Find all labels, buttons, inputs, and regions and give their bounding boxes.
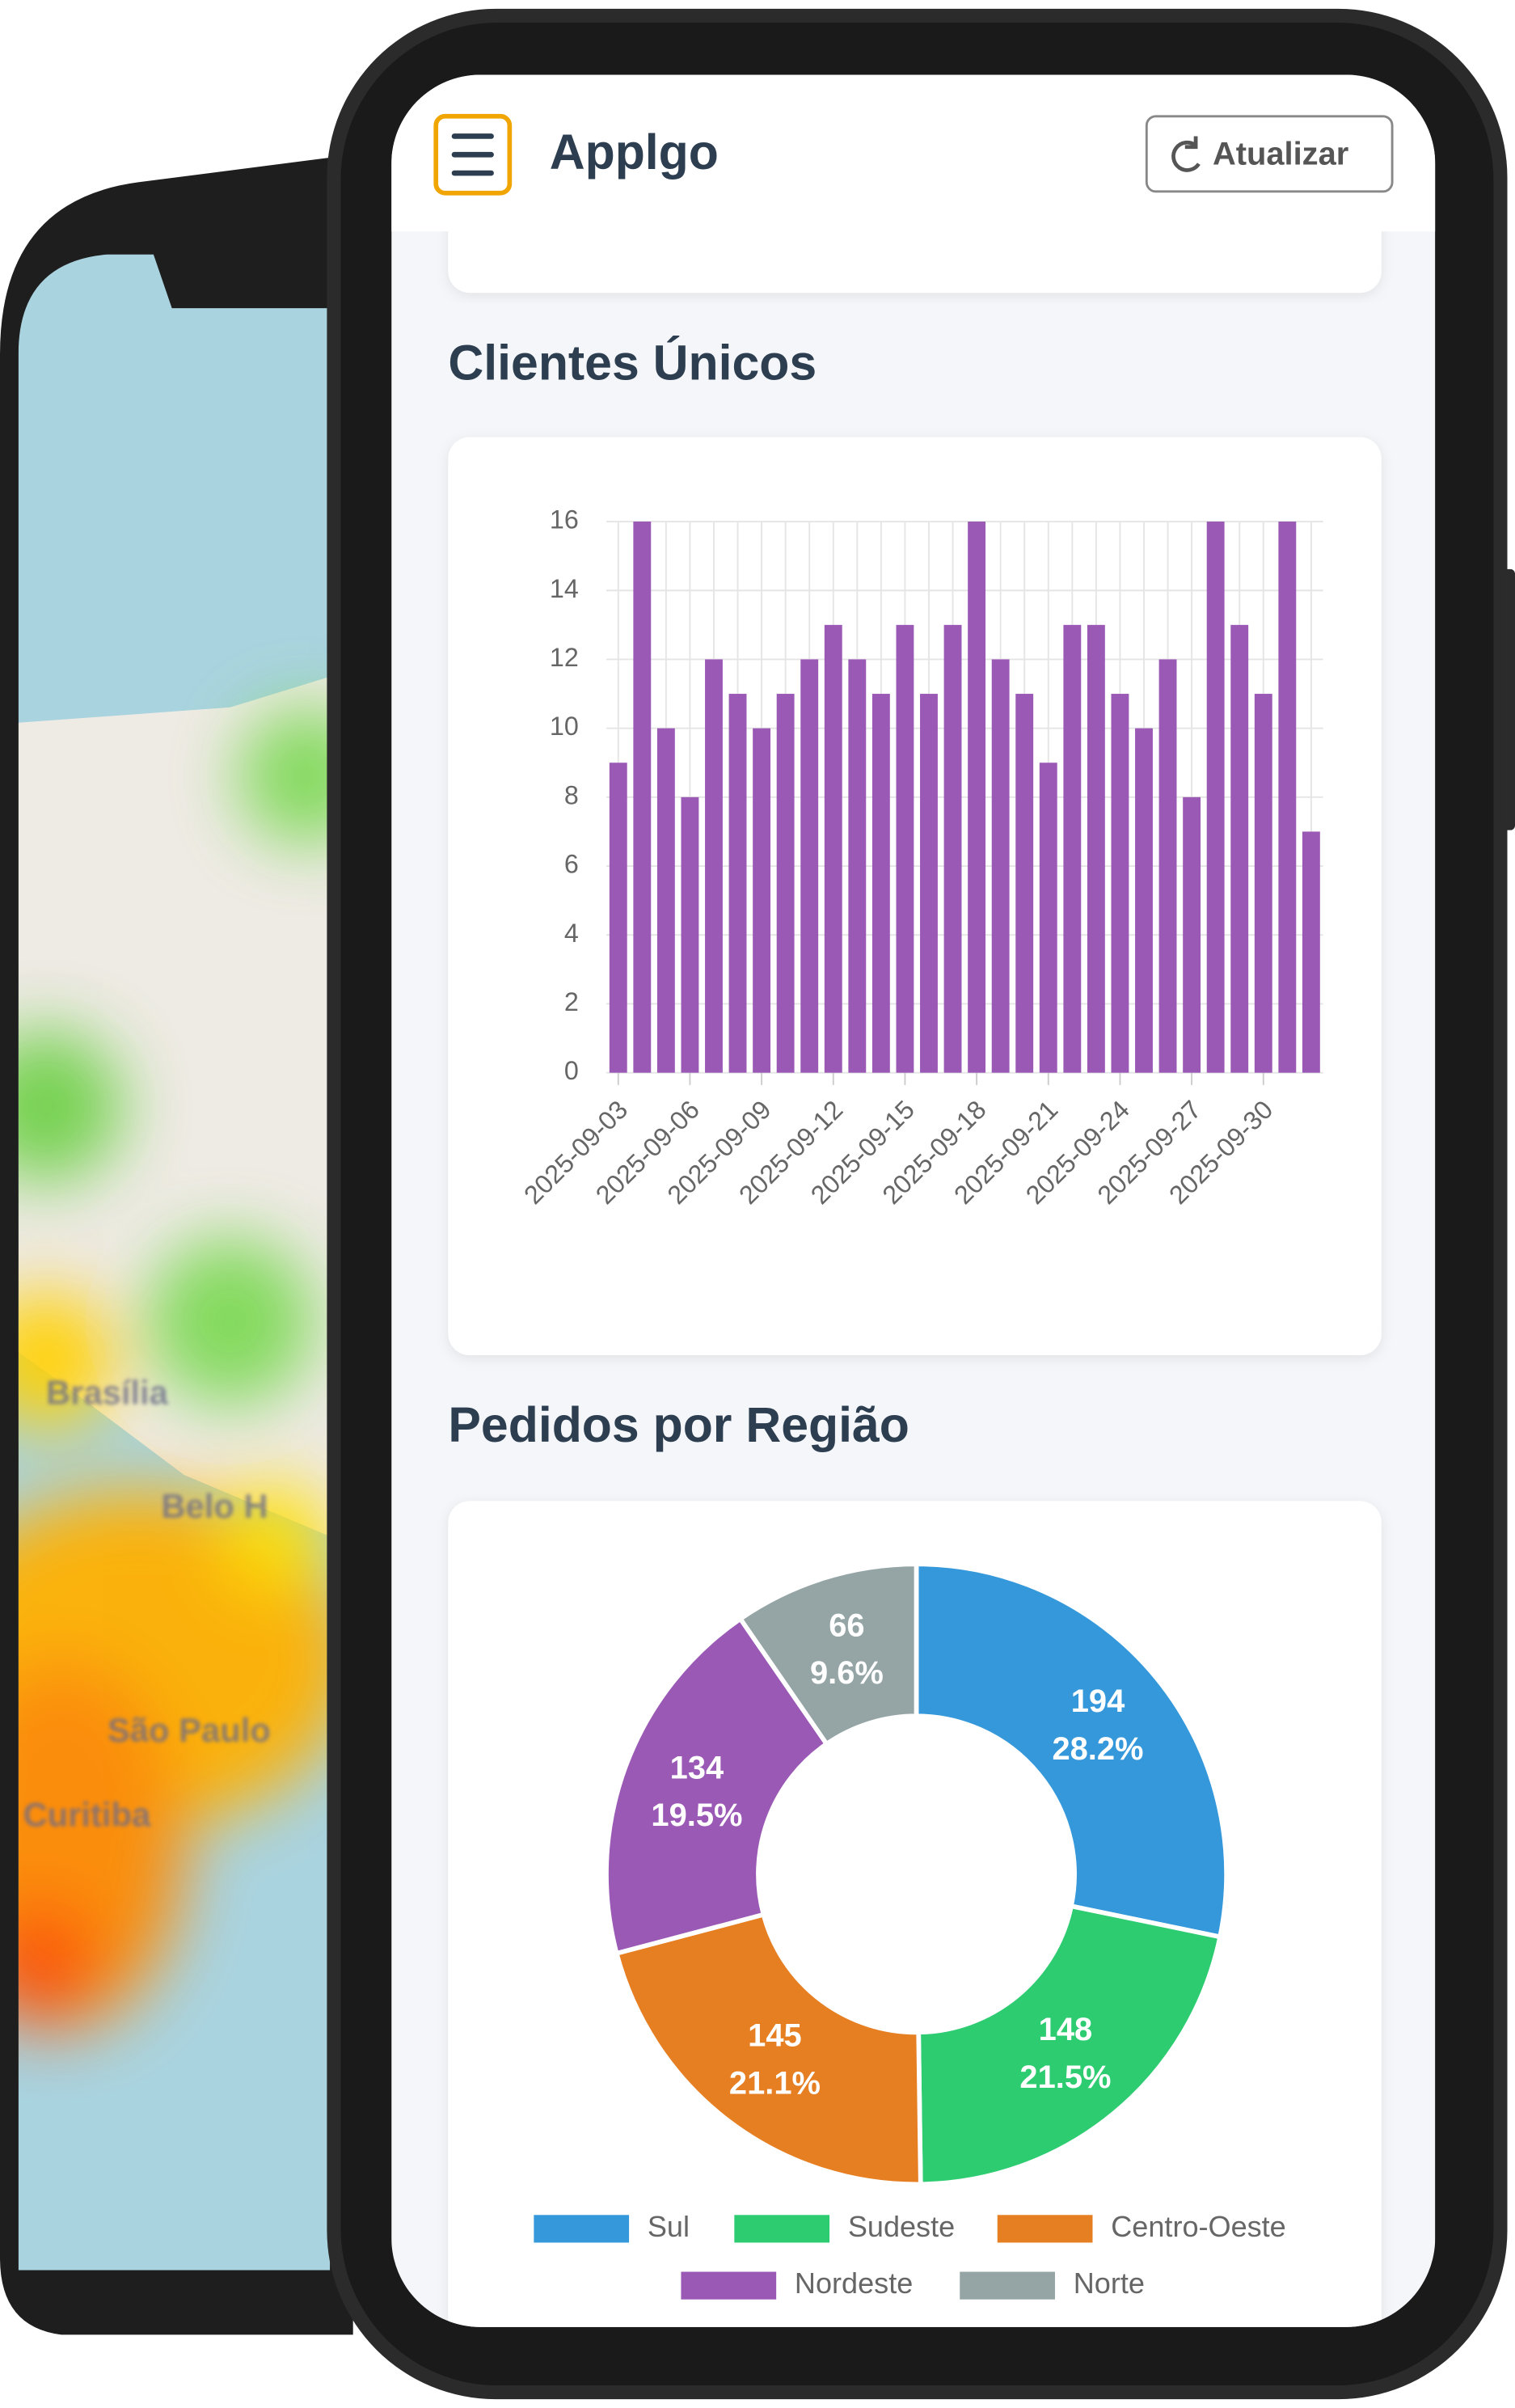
card xyxy=(448,437,1382,1356)
slice-value: 134 xyxy=(670,1750,724,1785)
bar xyxy=(1087,624,1105,1073)
y-tick-label: 12 xyxy=(550,643,579,672)
bar xyxy=(1039,763,1057,1073)
slice-value: 194 xyxy=(1071,1683,1125,1719)
y-tick-label: 16 xyxy=(550,505,579,534)
bar xyxy=(753,728,771,1073)
bar xyxy=(728,694,747,1073)
slice-percent: 21.5% xyxy=(1019,2059,1111,2095)
bar xyxy=(1183,796,1201,1073)
slice-value: 66 xyxy=(829,1607,864,1643)
y-tick-label: 2 xyxy=(564,987,579,1016)
legend-swatch xyxy=(997,2215,1093,2243)
bar xyxy=(1254,694,1272,1073)
bar xyxy=(824,624,842,1073)
slice-value: 145 xyxy=(748,2017,802,2053)
slice-percent: 28.2% xyxy=(1052,1731,1143,1767)
slice xyxy=(604,1616,830,1957)
side-button xyxy=(1500,568,1515,830)
y-tick-label: 4 xyxy=(564,919,579,948)
slice xyxy=(736,1561,919,1747)
bar xyxy=(609,763,627,1073)
slice-percent: 21.1% xyxy=(729,2065,821,2101)
y-tick-label: 14 xyxy=(550,574,579,603)
bar xyxy=(1206,522,1225,1073)
legend-swatch xyxy=(734,2215,830,2243)
app-title: Applgo xyxy=(550,125,719,180)
map-label: São Paulo xyxy=(108,1711,271,1749)
bar xyxy=(896,624,914,1073)
map: Brasília Belo H São Paulo Curitiba xyxy=(18,254,331,2271)
section-title: Clientes Únicos xyxy=(448,335,817,390)
bar xyxy=(1015,694,1034,1073)
bar xyxy=(1302,831,1320,1073)
legend-label: Sudeste xyxy=(848,2210,955,2243)
bar xyxy=(1063,624,1082,1073)
slice xyxy=(614,1912,923,2187)
bar xyxy=(871,694,890,1073)
screen: Applgo Atualizar Clientes Únicos 0 2 4 6 8 10… xyxy=(391,74,1436,2327)
slice xyxy=(916,1903,1223,2187)
refresh-button[interactable] xyxy=(1145,115,1394,193)
y-tick-label: 8 xyxy=(564,780,579,809)
legend-swatch xyxy=(960,2271,1055,2300)
y-tick-label: 0 xyxy=(564,1056,579,1085)
map-label: Belo H xyxy=(161,1487,268,1525)
legend-swatch xyxy=(681,2271,777,2300)
legend-label: Centro-Oeste xyxy=(1111,2210,1285,2243)
menu-icon xyxy=(451,133,494,176)
bar xyxy=(943,624,962,1073)
bar xyxy=(1278,522,1297,1073)
bar xyxy=(991,659,1010,1073)
bar xyxy=(1135,728,1153,1073)
bar xyxy=(656,728,675,1073)
legend-swatch xyxy=(534,2215,630,2243)
legend-label: Norte xyxy=(1074,2266,1145,2300)
slice-value: 148 xyxy=(1039,2012,1093,2047)
legend-label: Nordeste xyxy=(795,2266,913,2300)
bar xyxy=(1158,659,1177,1073)
bar xyxy=(800,659,819,1073)
map-label: Curitiba xyxy=(23,1796,151,1834)
bar xyxy=(1230,624,1249,1073)
refresh-icon xyxy=(1171,136,1201,172)
bar xyxy=(681,796,699,1073)
doughnut-chart: 194 28.2% 148 21.5% 145 21.1% 134 19.5% 66 9.6% Su… xyxy=(534,1561,1286,2300)
y-tick-label: 10 xyxy=(550,712,579,741)
bar xyxy=(848,659,867,1073)
y-tick-label: 6 xyxy=(564,850,579,879)
slice-percent: 19.5% xyxy=(651,1798,742,1833)
legend-label: Sul xyxy=(648,2210,690,2243)
slice-percent: 9.6% xyxy=(810,1655,884,1691)
bar xyxy=(968,522,986,1073)
bar xyxy=(920,694,938,1073)
refresh-label: Atualizar xyxy=(1213,137,1348,172)
bar xyxy=(1111,694,1129,1073)
bar xyxy=(705,659,723,1073)
section-title: Pedidos por Região xyxy=(448,1397,909,1452)
bar xyxy=(776,694,795,1073)
slice xyxy=(914,1561,1229,1940)
bar xyxy=(633,522,652,1073)
map-label: Brasília xyxy=(46,1373,169,1411)
